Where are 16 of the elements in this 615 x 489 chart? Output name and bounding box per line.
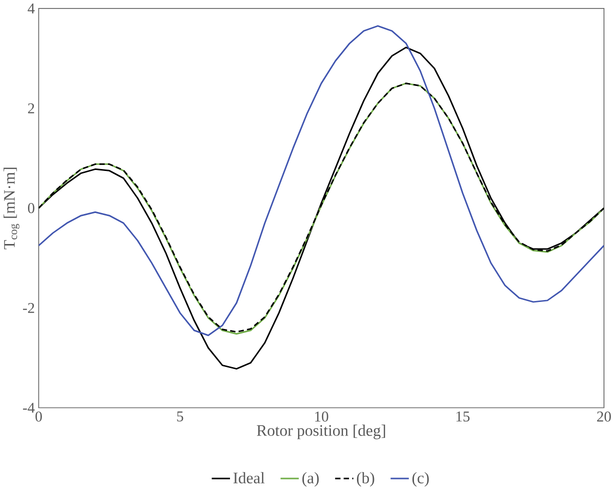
legend-label: Ideal bbox=[233, 472, 265, 484]
y-tick-label: 0 bbox=[28, 203, 34, 214]
legend-label: (c) bbox=[412, 472, 429, 487]
y-tick-label: -2 bbox=[23, 302, 34, 313]
y-axis-title: T$_{cog}$ [mN·m] bbox=[4, 168, 20, 250]
y-tick-label: -4 bbox=[23, 402, 35, 413]
x-tick-label: 0 bbox=[36, 411, 42, 422]
x-tick-label: 10 bbox=[315, 411, 328, 422]
x-axis-title: Rotor position [deg] bbox=[256, 424, 386, 440]
x-tick-label: 15 bbox=[456, 411, 470, 422]
y-tick-label: 4 bbox=[28, 3, 35, 14]
legend-label: (a) bbox=[302, 472, 319, 487]
legend-label: (b) bbox=[356, 472, 374, 487]
y-tick-label: 2 bbox=[28, 103, 34, 114]
x-tick-label: 5 bbox=[177, 411, 184, 422]
x-tick-label: 20 bbox=[597, 411, 611, 422]
